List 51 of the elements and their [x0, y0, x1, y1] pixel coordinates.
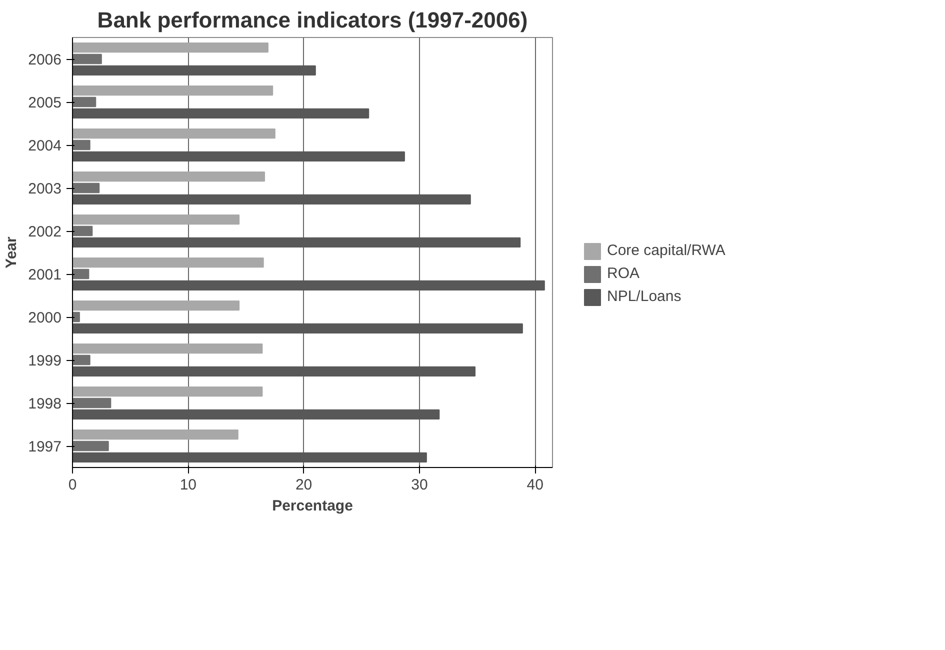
bar [72, 398, 112, 408]
bar [72, 257, 264, 268]
legend-label: Core capital/RWA [607, 242, 726, 259]
bar [72, 65, 316, 76]
bar [72, 42, 268, 53]
bar [72, 214, 240, 225]
bar [72, 354, 90, 366]
bar [72, 452, 427, 463]
bar [72, 182, 100, 194]
bar [72, 108, 370, 119]
y-axis-title: Year [3, 236, 20, 268]
bar [72, 343, 263, 354]
bar [72, 323, 523, 334]
bar [72, 429, 238, 440]
chart-title: Bank performance indicators (1997-2006) [97, 8, 528, 32]
legend-label: NPL/Loans [607, 288, 682, 305]
y-tick-label: 2004 [28, 138, 62, 154]
bar [72, 96, 96, 108]
bar [72, 312, 80, 322]
bar [72, 171, 265, 182]
x-tick-label: 40 [526, 476, 544, 494]
bar [72, 226, 93, 236]
x-tick-label: 10 [180, 476, 197, 494]
y-tick-label: 2006 [28, 52, 62, 68]
bar [72, 140, 90, 150]
bar [72, 409, 440, 420]
x-axis-title: Percentage [272, 498, 353, 514]
x-tick-label: 30 [411, 476, 428, 494]
bar [72, 300, 240, 311]
y-tick-label: 1997 [28, 438, 62, 456]
y-tick-label: 1999 [28, 352, 62, 370]
bar [72, 85, 274, 96]
y-tick-label: 2005 [28, 94, 62, 112]
bar [72, 194, 471, 205]
y-tick-label: 1998 [28, 396, 62, 412]
y-tick-label: 2001 [28, 266, 62, 284]
bar [72, 151, 405, 162]
bar [72, 54, 102, 64]
bar [72, 366, 476, 377]
y-tick-label: 2003 [28, 180, 62, 198]
bar [72, 268, 90, 280]
bar [72, 280, 545, 291]
y-tick-label: 2002 [28, 224, 62, 240]
y-tick-label: 2000 [28, 310, 62, 326]
legend-label: ROA [607, 265, 640, 282]
x-tick-label: 20 [295, 476, 312, 494]
bar [72, 440, 109, 452]
bar [72, 237, 521, 248]
bar [72, 386, 263, 397]
x-tick-label: 0 [68, 476, 77, 494]
bar [72, 128, 276, 139]
